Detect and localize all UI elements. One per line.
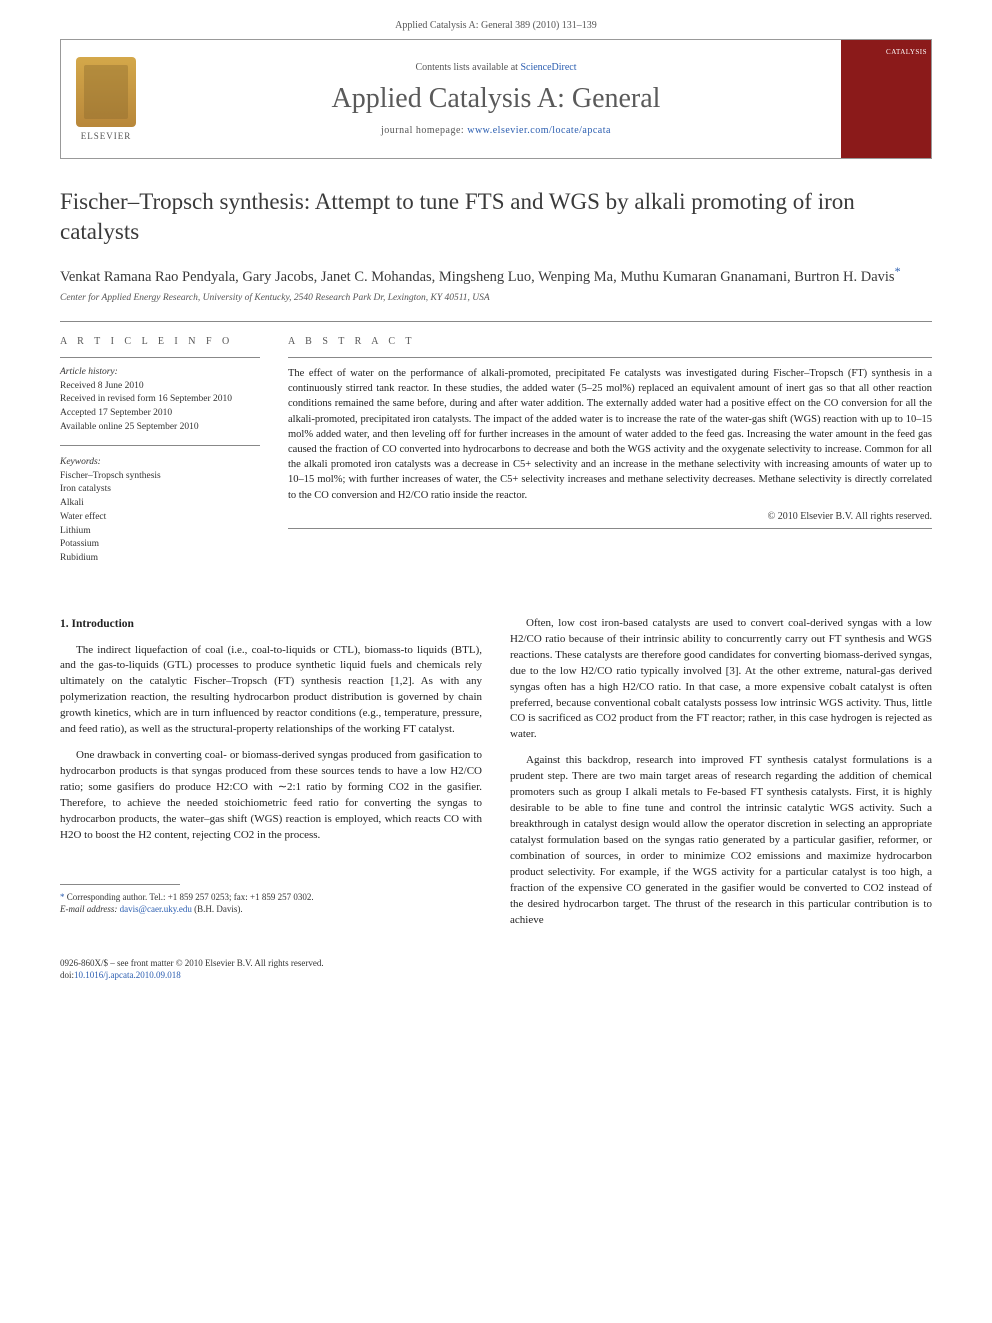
info-abstract-row: A R T I C L E I N F O Article history: R… xyxy=(60,322,932,586)
section-number: 1. xyxy=(60,618,69,630)
header-citation: Applied Catalysis A: General 389 (2010) … xyxy=(60,20,932,31)
section-heading-intro: 1. Introduction xyxy=(60,616,482,633)
elsevier-tree-icon xyxy=(76,57,136,127)
article-info-column: A R T I C L E I N F O Article history: R… xyxy=(60,322,260,586)
footnote-email-name: (B.H. Davis). xyxy=(194,904,243,914)
journal-center: Contents lists available at ScienceDirec… xyxy=(151,40,841,158)
intro-paragraph-2: One drawback in converting coal- or biom… xyxy=(60,748,482,844)
homepage-prefix: journal homepage: xyxy=(381,125,467,136)
homepage-link[interactable]: www.elsevier.com/locate/apcata xyxy=(467,125,611,136)
footnote-email-label: E-mail address: xyxy=(60,904,117,914)
article-info-heading: A R T I C L E I N F O xyxy=(60,336,260,347)
intro-paragraph-3: Often, low cost iron-based catalysts are… xyxy=(510,616,932,744)
abstract-divider-bottom xyxy=(288,528,932,529)
elsevier-logo: ELSEVIER xyxy=(61,40,151,158)
footnote-separator xyxy=(60,884,180,885)
keyword-5: Lithium xyxy=(60,525,260,539)
cover-label: CATALYSIS xyxy=(845,48,927,56)
corresponding-author-footnote: * Corresponding author. Tel.: +1 859 257… xyxy=(60,891,482,916)
body-column-left: 1. Introduction The indirect liquefactio… xyxy=(60,616,482,939)
elsevier-label: ELSEVIER xyxy=(81,131,132,141)
sciencedirect-link[interactable]: ScienceDirect xyxy=(520,62,576,73)
homepage-line: journal homepage: www.elsevier.com/locat… xyxy=(381,125,611,136)
contents-available-line: Contents lists available at ScienceDirec… xyxy=(415,62,576,73)
intro-paragraph-1: The indirect liquefaction of coal (i.e.,… xyxy=(60,643,482,739)
history-label: Article history: xyxy=(60,366,260,380)
keywords-block: Keywords: Fischer–Tropsch synthesis Iron… xyxy=(60,456,260,576)
footnote-email-link[interactable]: davis@caer.uky.edu xyxy=(120,904,192,914)
abstract-heading: A B S T R A C T xyxy=(288,336,932,347)
abstract-copyright: © 2010 Elsevier B.V. All rights reserved… xyxy=(288,511,932,522)
keywords-label: Keywords: xyxy=(60,456,260,470)
doi-label: doi: xyxy=(60,970,74,980)
authors-line: Venkat Ramana Rao Pendyala, Gary Jacobs,… xyxy=(60,263,932,287)
history-accepted: Accepted 17 September 2010 xyxy=(60,407,260,421)
journal-name: Applied Catalysis A: General xyxy=(332,83,661,115)
doi-link[interactable]: 10.1016/j.apcata.2010.09.018 xyxy=(74,970,181,980)
keyword-2: Iron catalysts xyxy=(60,483,260,497)
affiliation: Center for Applied Energy Research, Univ… xyxy=(60,293,932,303)
body-column-right: Often, low cost iron-based catalysts are… xyxy=(510,616,932,939)
history-received: Received 8 June 2010 xyxy=(60,380,260,394)
article-history-block: Article history: Received 8 June 2010 Re… xyxy=(60,358,260,446)
intro-paragraph-4: Against this backdrop, research into imp… xyxy=(510,753,932,928)
history-revised: Received in revised form 16 September 20… xyxy=(60,393,260,407)
keyword-7: Rubidium xyxy=(60,552,260,566)
contents-prefix: Contents lists available at xyxy=(415,62,520,73)
authors-names: Venkat Ramana Rao Pendyala, Gary Jacobs,… xyxy=(60,269,895,285)
section-title: Introduction xyxy=(72,618,134,630)
footnote-star-icon: * xyxy=(60,892,65,902)
journal-header: ELSEVIER Contents lists available at Sci… xyxy=(60,39,932,159)
keyword-6: Potassium xyxy=(60,538,260,552)
abstract-text: The effect of water on the performance o… xyxy=(288,358,932,503)
issn-line: 0926-860X/$ – see front matter © 2010 El… xyxy=(60,957,932,970)
footnote-corr-text: Corresponding author. Tel.: +1 859 257 0… xyxy=(67,892,314,902)
journal-cover-thumbnail: CATALYSIS xyxy=(841,40,931,158)
history-online: Available online 25 September 2010 xyxy=(60,421,260,435)
keyword-1: Fischer–Tropsch synthesis xyxy=(60,470,260,484)
footer-meta: 0926-860X/$ – see front matter © 2010 El… xyxy=(60,957,932,982)
corresponding-author-mark: * xyxy=(895,264,901,278)
body-columns: 1. Introduction The indirect liquefactio… xyxy=(60,616,932,939)
article-title: Fischer–Tropsch synthesis: Attempt to tu… xyxy=(60,187,932,247)
keyword-4: Water effect xyxy=(60,511,260,525)
keyword-3: Alkali xyxy=(60,497,260,511)
abstract-column: A B S T R A C T The effect of water on t… xyxy=(288,322,932,586)
